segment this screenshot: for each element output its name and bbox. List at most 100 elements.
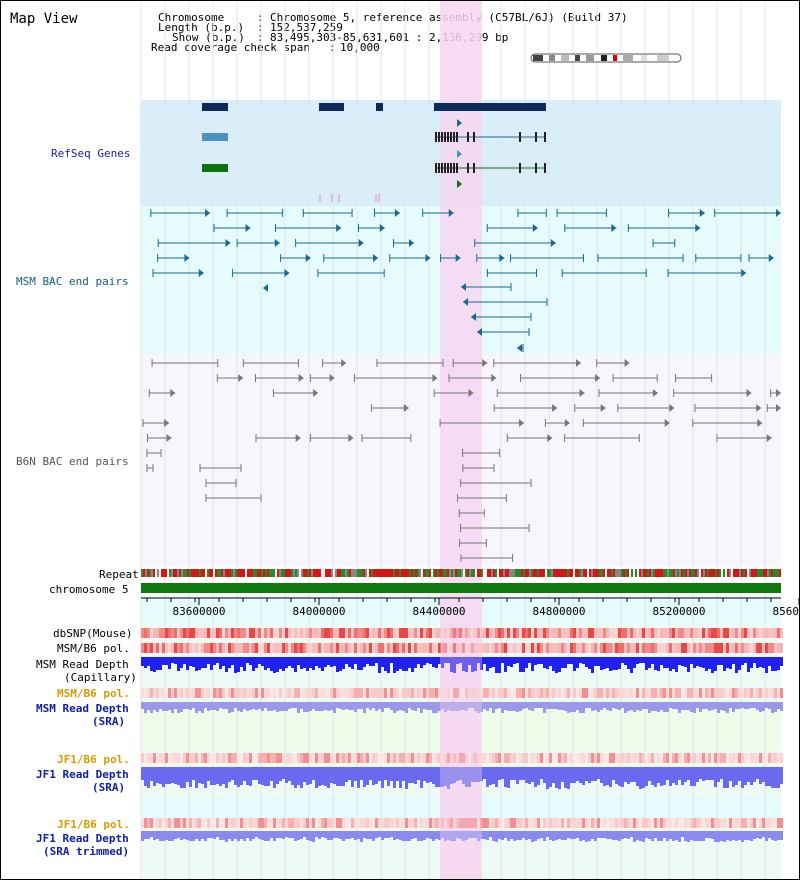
msm-depth-cap-bar	[156, 657, 159, 670]
msm-b6-pol-2-cell	[306, 688, 309, 698]
jf1-depth-trim-bar	[738, 831, 741, 840]
msm-b6-pol-cell	[543, 643, 546, 653]
repeat-block	[247, 569, 249, 577]
msm-b6-pol-cell	[750, 643, 753, 653]
jf1-b6-pol-2-cell	[210, 818, 213, 828]
msm-b6-pol-2-cell	[300, 688, 303, 698]
jf1-b6-pol-cell	[714, 753, 717, 763]
jf1-depth-trim-bar	[540, 831, 543, 838]
jf1-b6-pol-2-cell	[684, 818, 687, 828]
jf1-b6-pol-2-cell	[588, 818, 591, 828]
jf1-depth-trim-bar	[336, 831, 339, 838]
jf1-b6-pol-cell	[777, 753, 780, 763]
jf1-depth-sra-bar	[444, 767, 447, 786]
repeat-block	[423, 569, 425, 577]
msm-depth-cap-bar	[213, 657, 216, 665]
dbsnp-cell	[753, 628, 756, 638]
jf1-depth-trim-bar	[546, 831, 549, 837]
msm-b6-pol-cell	[312, 643, 315, 653]
msm-bac-pair-arrow	[611, 224, 617, 232]
jf1-b6-pol-cell	[159, 753, 162, 763]
msm-depth-cap-bar	[621, 657, 624, 663]
msm-depth-cap-bar	[246, 657, 249, 663]
dbsnp-cell	[762, 628, 765, 638]
msm-b6-pol-2-cell	[612, 688, 615, 698]
msm-depth-cap-bar	[576, 657, 579, 668]
msm-depth-sra-bar	[708, 702, 711, 711]
msm-b6-pol-cell	[438, 643, 441, 653]
msm-b6-pol-cell	[528, 643, 531, 653]
msm-b6-pol-2-cell	[546, 688, 549, 698]
jf1-depth-trim-bar	[384, 831, 387, 838]
repeat-block	[285, 569, 287, 577]
repeat-block	[159, 569, 161, 577]
msm-depth-cap-bar	[333, 657, 336, 666]
jf1-depth-sra-bar	[306, 767, 309, 785]
msm-bac-pair-arrow	[198, 269, 204, 277]
msm-depth-sra-bar	[756, 702, 759, 710]
msm-b6-pol-2-cell	[210, 688, 213, 698]
msm-b6-pol-2-cell	[600, 688, 603, 698]
jf1-b6-pol-cell	[387, 753, 390, 763]
msm-b6-pol-2-cell	[165, 688, 168, 698]
jf1-b6-pol-2-cell	[486, 818, 489, 828]
jf1-depth-sra-bar	[372, 767, 375, 785]
dbsnp-cell	[279, 628, 282, 638]
msm-b6-pol-2-cell	[501, 688, 504, 698]
repeat-block	[551, 569, 553, 577]
repeat-block	[429, 569, 431, 577]
jf1-b6-pol-2-cell	[492, 818, 495, 828]
msm-b6-pol-cell	[702, 643, 705, 653]
msm-depth-cap-bar	[417, 657, 420, 664]
msm-depth-cap-bar	[483, 657, 486, 664]
jf1-b6-pol-2-cell	[624, 818, 627, 828]
jf1-b6-pol-cell	[171, 753, 174, 763]
jf1-depth-sra-bar	[204, 767, 207, 788]
jf1-depth-sra-bar	[180, 767, 183, 788]
dbsnp-cell	[195, 628, 198, 638]
jf1-b6-pol-cell	[303, 753, 306, 763]
msm-b6-pol-cell	[573, 643, 576, 653]
msm-b6-pol-cell	[705, 643, 708, 653]
jf1-b6-pol-cell	[189, 753, 192, 763]
jf1-depth-trim-bar	[471, 831, 474, 838]
b6n-bac-pair-arrow	[756, 404, 762, 412]
dbsnp-cell	[690, 628, 693, 638]
msm-depth-sra-bar	[612, 702, 615, 708]
repeat-block	[479, 569, 481, 577]
msm-b6-pol-cell	[735, 643, 738, 653]
jf1-b6-pol-2-cell	[660, 818, 663, 828]
msm-depth-sra-bar	[588, 702, 591, 708]
jf1-depth-trim-bar	[693, 831, 696, 841]
repeat-block	[393, 569, 395, 577]
msm-b6-pol-cell	[699, 643, 702, 653]
dbsnp-cell	[156, 628, 159, 638]
repeat-block	[607, 569, 609, 577]
jf1-b6-pol-cell	[393, 753, 396, 763]
repeat-block	[703, 569, 705, 577]
msm-depth-sra-bar	[183, 702, 186, 709]
jf1-depth-sra-bar	[414, 767, 417, 784]
jf1-b6-pol-cell	[615, 753, 618, 763]
refseq-exon	[435, 132, 437, 142]
dbsnp-cell	[669, 628, 672, 638]
repeat-block	[687, 569, 689, 577]
repeat-block	[367, 569, 369, 577]
jf1-depth-sra-bar	[483, 767, 486, 779]
msm-b6-pol-cell	[444, 643, 447, 653]
repeat-block	[715, 569, 717, 577]
dbsnp-cell	[573, 628, 576, 638]
repeat-block	[671, 569, 673, 577]
jf1-depth-sra-bar	[753, 767, 756, 782]
jf1-depth-sra-bar	[447, 767, 450, 789]
jf1-depth-sra-bar	[231, 767, 234, 780]
jf1-b6-pol-cell	[219, 753, 222, 763]
repeat-block	[417, 569, 419, 577]
msm-b6-pol-cell	[693, 643, 696, 653]
jf1-depth-trim-bar	[576, 831, 579, 838]
jf1-b6-pol-2-cell	[438, 818, 441, 828]
msm-bac-pair-arrow	[477, 328, 482, 336]
jf1-b6-pol-cell	[330, 753, 333, 763]
jf1-depth-sra-bar	[723, 767, 726, 788]
